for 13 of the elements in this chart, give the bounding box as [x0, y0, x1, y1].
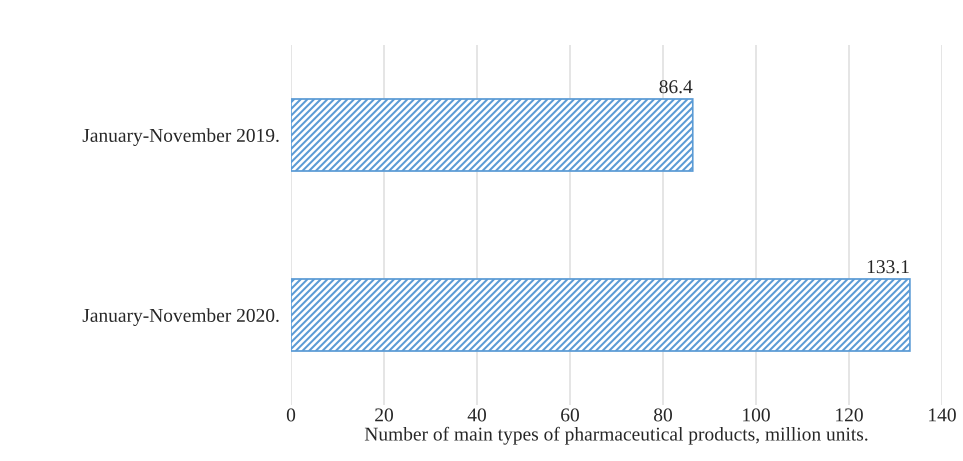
y-tick-label: January-November 2020. [82, 308, 279, 326]
data-label: 86.4 [659, 80, 692, 94]
x-tick-label: 100 [743, 408, 770, 422]
x-tick-label: 20 [375, 408, 393, 422]
x-tick-label: 40 [468, 408, 486, 422]
x-tick-label: 0 [286, 408, 296, 422]
x-tick-label: 140 [929, 408, 956, 422]
x-axis-title: Number of main types of pharmaceutical products, million units. [364, 426, 868, 445]
y-tick-label: January-November 2019. [82, 128, 279, 146]
x-tick-label: 120 [836, 408, 863, 422]
data-label: 133.1 [868, 260, 909, 274]
x-tick-label: 80 [654, 408, 672, 422]
x-tick-label: 60 [561, 408, 579, 422]
